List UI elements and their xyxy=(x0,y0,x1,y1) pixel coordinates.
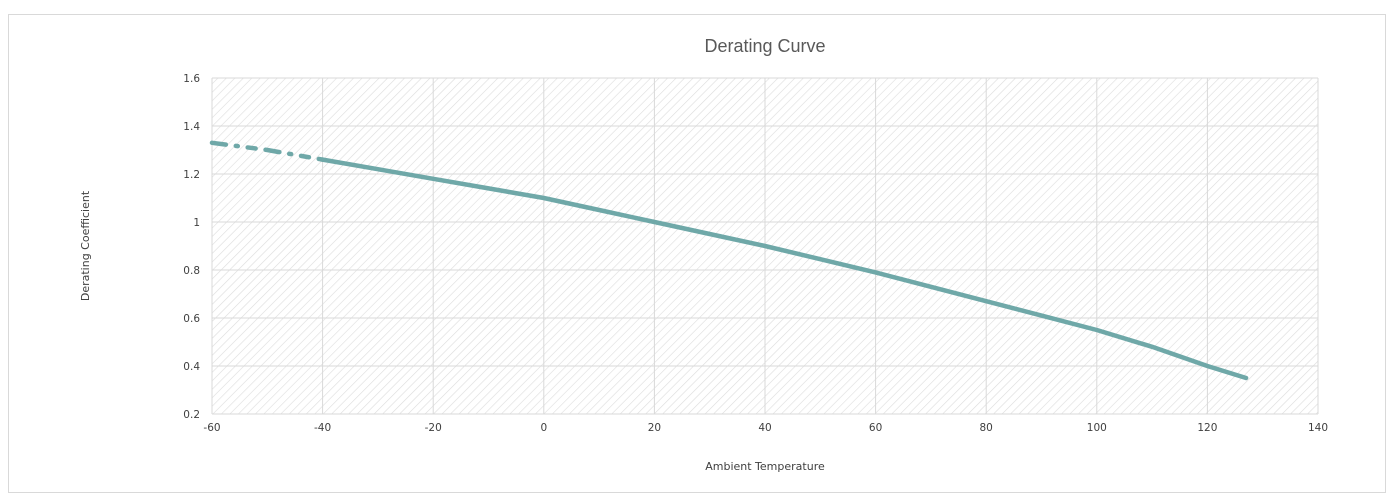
x-tick-label: 60 xyxy=(869,422,882,434)
y-axis-label: Derating Coefficient xyxy=(79,190,92,301)
series-line xyxy=(320,157,1249,381)
x-tick-label: 120 xyxy=(1197,422,1217,434)
x-axis-label: Ambient Temperature xyxy=(705,460,825,473)
chart-title: Derating Curve xyxy=(704,36,825,56)
derating-chart: -60 -40 -20 0 20 40 60 80 100 120 140 0.2 0.4 0.6 0.8 1… xyxy=(79,36,1328,473)
y-tick-label: 1 xyxy=(193,217,200,229)
y-tick-label: 0.2 xyxy=(183,409,200,421)
gridlines xyxy=(211,77,1319,415)
x-tick-label: 40 xyxy=(758,422,771,434)
x-tick-label: 20 xyxy=(648,422,661,434)
x-tick-label: 80 xyxy=(980,422,993,434)
y-tick-label: 0.4 xyxy=(183,361,200,373)
y-tick-label: 1.2 xyxy=(183,169,200,181)
y-tick-label: 0.8 xyxy=(183,265,200,277)
y-tick-label: 1.4 xyxy=(183,121,200,133)
x-tick-label: -60 xyxy=(203,422,220,434)
y-tick-label: 1.6 xyxy=(183,73,200,85)
chart-frame: -60 -40 -20 0 20 40 60 80 100 120 140 0.2 0.4 0.6 0.8 1… xyxy=(8,14,1386,493)
y-tick-label: 0.6 xyxy=(183,313,200,325)
tick-labels: -60 -40 -20 0 20 40 60 80 100 120 140 0.2 0.4 0.6 0.8 1… xyxy=(183,73,1328,434)
x-tick-label: 0 xyxy=(540,422,547,434)
x-tick-label: 140 xyxy=(1308,422,1328,434)
series-line-extrapolated xyxy=(209,140,325,162)
x-tick-label: -20 xyxy=(425,422,442,434)
x-tick-label: 100 xyxy=(1087,422,1107,434)
series-lines xyxy=(209,140,1249,381)
x-tick-label: -40 xyxy=(314,422,331,434)
